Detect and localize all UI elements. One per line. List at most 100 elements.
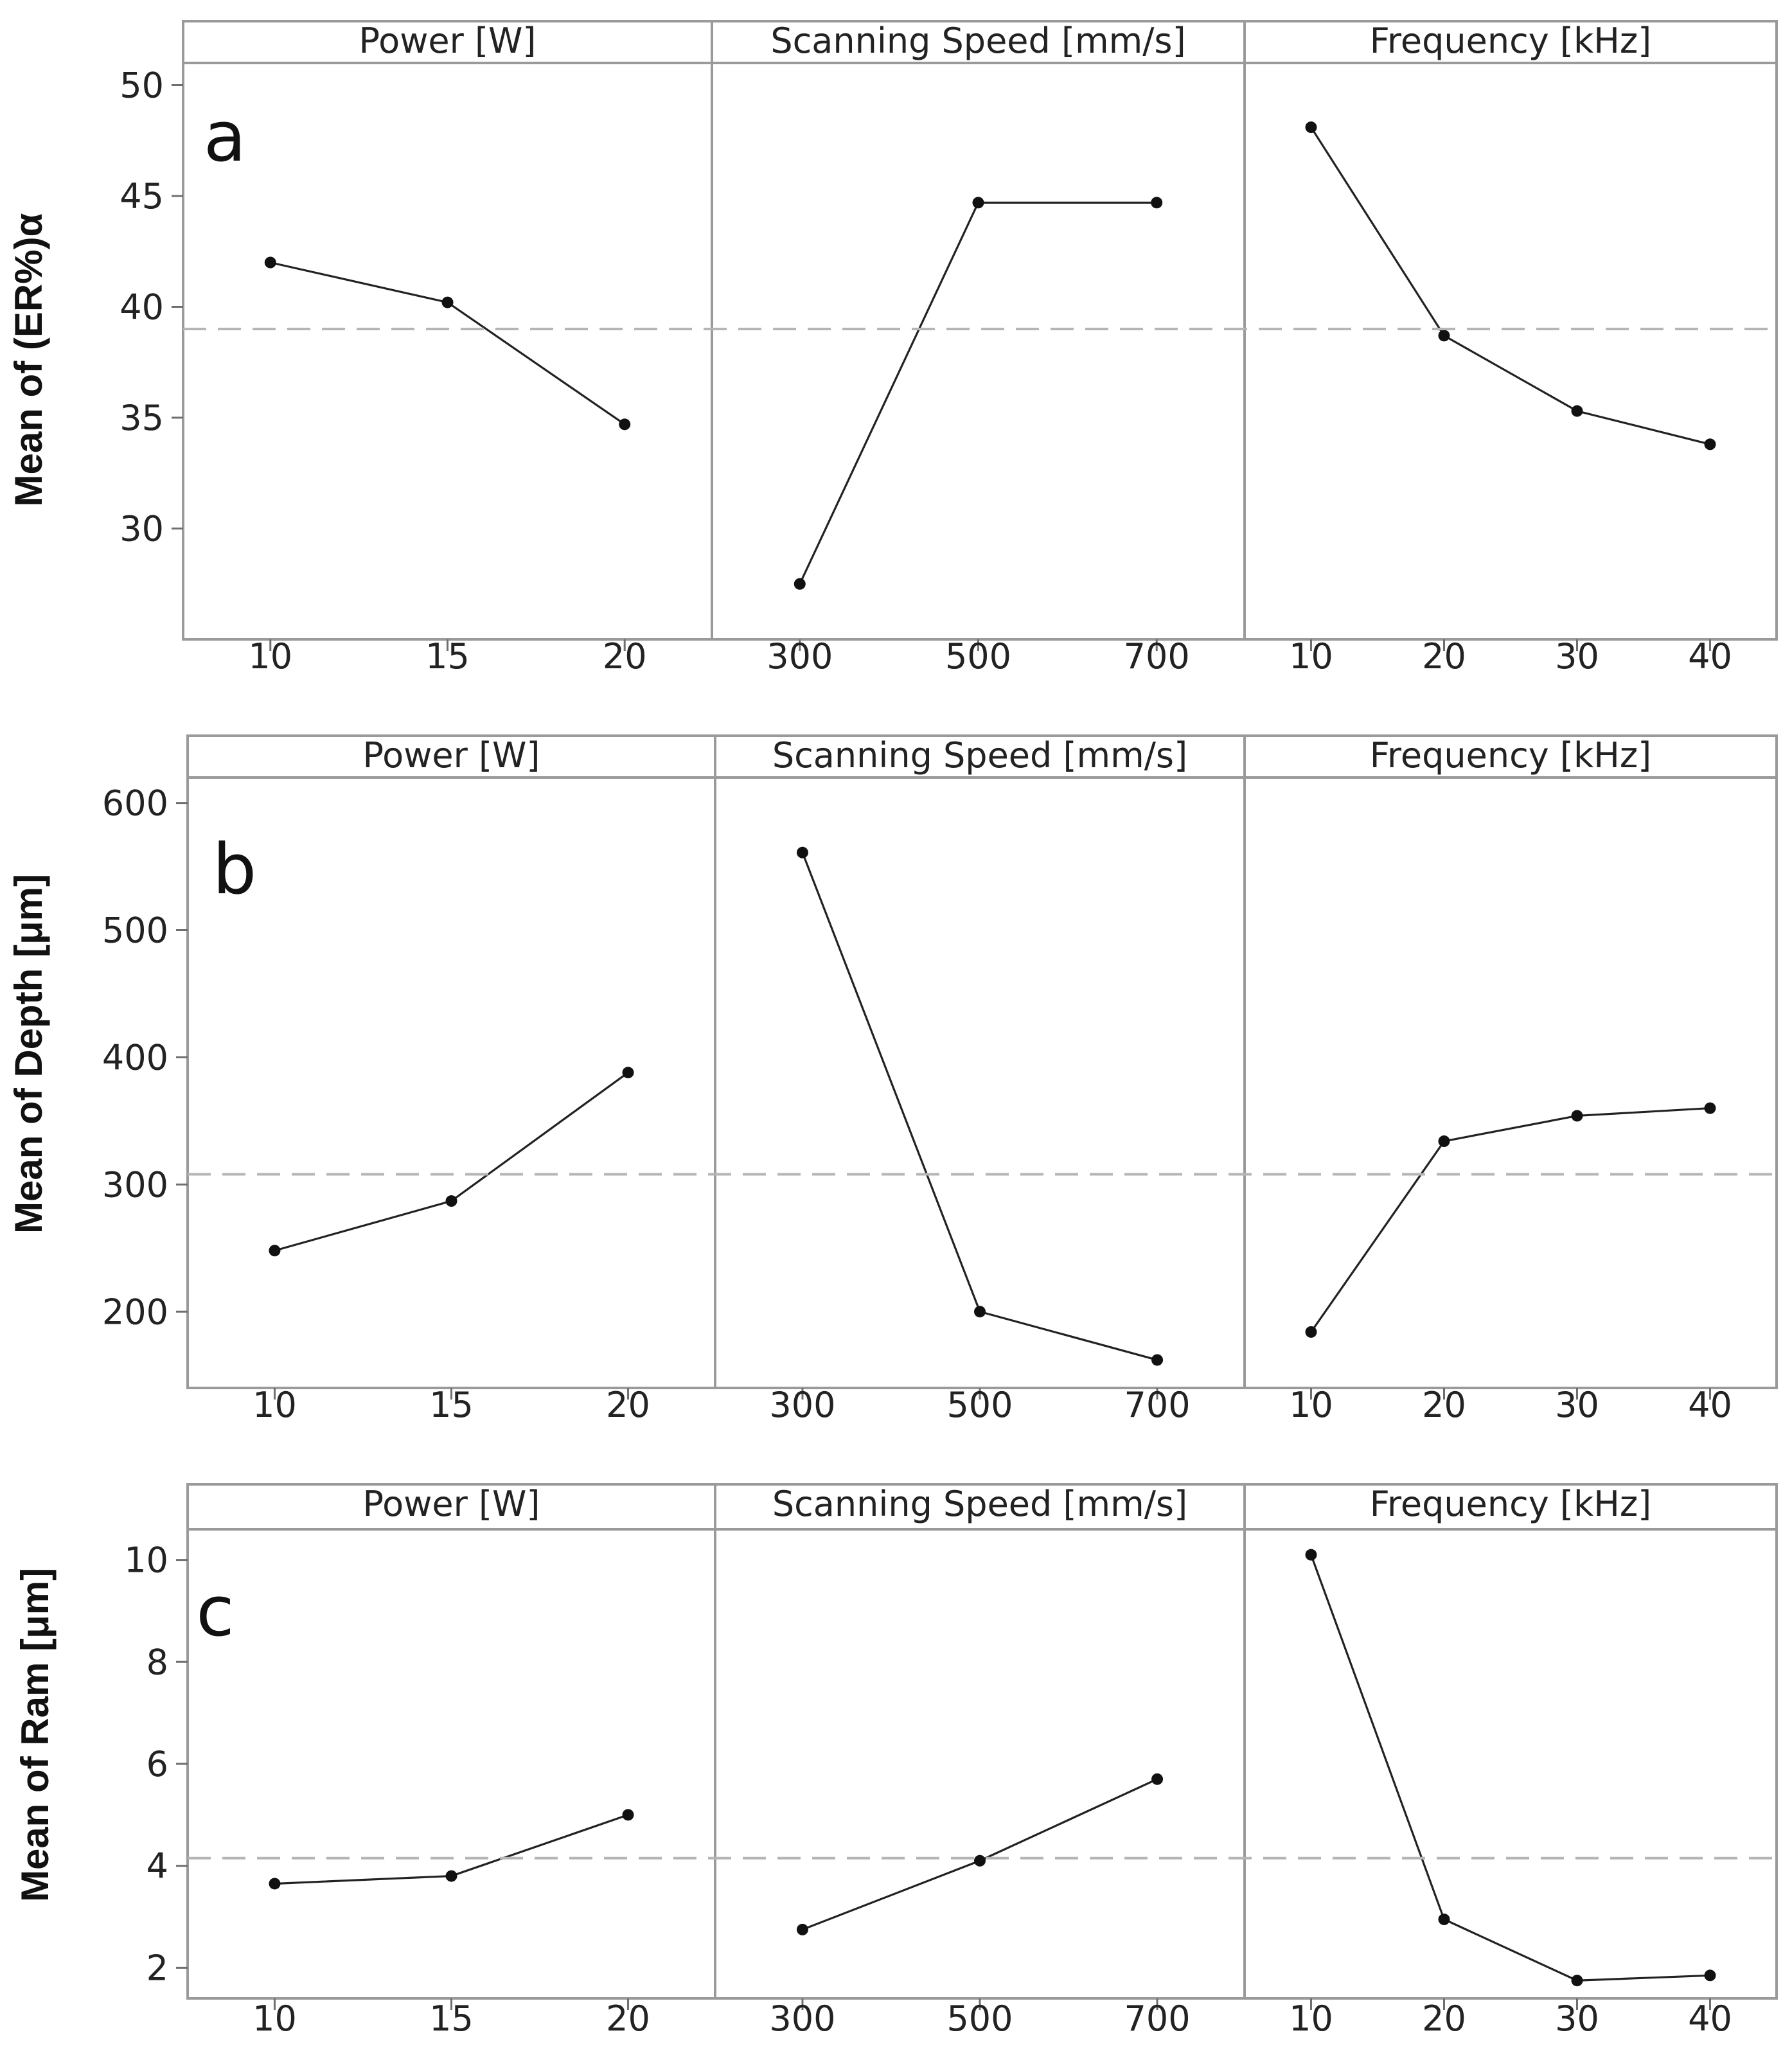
facet-strip-title: Scanning Speed [mm/s] — [772, 1484, 1187, 1524]
x-tick-label: 300 — [769, 1998, 835, 2039]
facet-strip-title: Frequency [kHz] — [1370, 21, 1652, 61]
x-tick-label: 20 — [606, 1998, 650, 2039]
x-tick-label: 20 — [1422, 636, 1466, 677]
x-tick-label: 500 — [945, 636, 1011, 677]
facet-0: Power [W] 10 15 20 — [253, 735, 650, 1425]
data-point — [619, 418, 631, 431]
data-point — [622, 1067, 634, 1079]
x-tick-label: 15 — [425, 636, 470, 677]
facet-2: Frequency [kHz] 10 20 30 40 — [1289, 1484, 1732, 2039]
data-point — [974, 1306, 986, 1318]
y-tick-label: 50 — [120, 66, 164, 106]
data-point — [1305, 1549, 1317, 1561]
x-tick-label: 15 — [429, 1385, 474, 1425]
data-point — [1438, 330, 1450, 342]
x-tick-label: 700 — [1124, 636, 1190, 677]
y-tick-label: 200 — [102, 1292, 168, 1332]
x-tick-label: 20 — [606, 1385, 650, 1425]
x-tick-label: 40 — [1688, 1385, 1732, 1425]
y-tick-label: 2 — [146, 1948, 168, 1988]
data-point — [974, 1854, 986, 1867]
data-point — [1704, 1102, 1716, 1114]
x-tick-label: 10 — [1289, 636, 1333, 677]
facet-1: Scanning Speed [mm/s] 300 500 700 — [769, 735, 1190, 1425]
y-tick-label: 10 — [124, 1540, 168, 1581]
y-tick-label: 400 — [102, 1037, 168, 1078]
x-tick-label: 40 — [1688, 636, 1732, 677]
y-tick-label: 4 — [146, 1846, 168, 1887]
facet-strip-title: Power [W] — [363, 735, 540, 776]
x-tick-label: 300 — [767, 636, 833, 677]
series-line — [270, 261, 626, 425]
x-tick-label: 30 — [1555, 636, 1599, 677]
panel-tag: b — [213, 830, 257, 910]
data-point — [1571, 1110, 1583, 1122]
data-point — [1571, 1975, 1583, 1987]
y-tick-label: 30 — [120, 509, 164, 549]
data-point — [796, 846, 808, 858]
data-point — [441, 296, 454, 308]
x-tick-label: 10 — [248, 636, 292, 677]
facet-1: Scanning Speed [mm/s] 300 500 700 — [769, 1484, 1190, 2039]
facet-0: Power [W] 10 15 20 — [253, 1484, 650, 2039]
facet-strip-title: Frequency [kHz] — [1370, 1484, 1652, 1524]
chart-panel-a: 30 35 40 45 50 Mean of (ER%)α a Power [W] 10 15 20… — [7, 20, 1778, 677]
x-tick-label: 500 — [946, 1385, 1013, 1425]
y-tick-label: 40 — [120, 287, 164, 328]
y-tick-label: 35 — [120, 398, 164, 438]
y-axis-label: Mean of (ER%)α — [7, 213, 50, 506]
chart-panel-c: 2 4 6 8 10 Mean of Ram [μm] c Power [W] 10 15 20 Sc… — [13, 1483, 1778, 2039]
data-point — [445, 1195, 457, 1207]
y-tick-label: 300 — [102, 1164, 168, 1205]
facet-strip-title: Power [W] — [359, 21, 537, 61]
y-tick-label: 600 — [102, 783, 168, 824]
data-point — [269, 1245, 281, 1257]
data-point — [1305, 121, 1317, 134]
facet-1: Scanning Speed [mm/s] 300 500 700 — [767, 21, 1190, 677]
panel-tag: a — [204, 97, 246, 177]
plot-frame — [186, 734, 1778, 1389]
x-tick-label: 500 — [946, 1998, 1013, 2039]
data-point — [264, 256, 276, 269]
series-line — [1310, 127, 1710, 445]
x-tick-label: 10 — [253, 1385, 297, 1425]
facet-strip-title: Power [W] — [363, 1484, 540, 1524]
y-tick-label: 45 — [120, 176, 164, 217]
series-line — [1309, 1554, 1710, 1982]
x-tick-label: 20 — [603, 636, 647, 677]
x-tick-label: 10 — [253, 1998, 297, 2039]
data-point — [622, 1809, 634, 1821]
data-point — [794, 578, 806, 590]
x-tick-label: 40 — [1688, 1998, 1732, 2039]
data-point — [1151, 197, 1163, 209]
data-point — [1305, 1326, 1317, 1338]
data-point — [1438, 1135, 1450, 1148]
x-tick-label: 30 — [1555, 1385, 1599, 1425]
x-tick-label: 10 — [1289, 1385, 1333, 1425]
data-point — [1438, 1914, 1450, 1926]
data-point — [1704, 1969, 1716, 1982]
series-line — [802, 1778, 1158, 1931]
x-tick-label: 700 — [1124, 1998, 1191, 2039]
facet-strip-title: Scanning Speed [mm/s] — [770, 21, 1185, 61]
series-line — [1310, 1107, 1710, 1333]
facet-0: Power [W] 10 15 20 — [248, 21, 646, 677]
y-axis-label: Mean of Ram [μm] — [13, 1568, 57, 1902]
facet-2: Frequency [kHz] 10 20 30 40 — [1289, 735, 1732, 1425]
x-tick-label: 700 — [1124, 1385, 1191, 1425]
y-tick-label: 8 — [146, 1642, 168, 1682]
data-point — [269, 1878, 281, 1890]
plot-frame — [186, 1483, 1778, 2000]
data-point — [1151, 1354, 1164, 1366]
x-tick-label: 10 — [1289, 1998, 1333, 2039]
data-point — [445, 1870, 457, 1882]
facet-strip-title: Frequency [kHz] — [1370, 735, 1652, 776]
y-tick-label: 6 — [146, 1744, 168, 1784]
series-line — [801, 852, 1158, 1362]
y-axis-label: Mean of Depth [μm] — [7, 874, 50, 1234]
facet-strip-title: Scanning Speed [mm/s] — [772, 735, 1187, 776]
data-point — [1151, 1773, 1164, 1785]
y-tick-label: 500 — [102, 911, 168, 951]
